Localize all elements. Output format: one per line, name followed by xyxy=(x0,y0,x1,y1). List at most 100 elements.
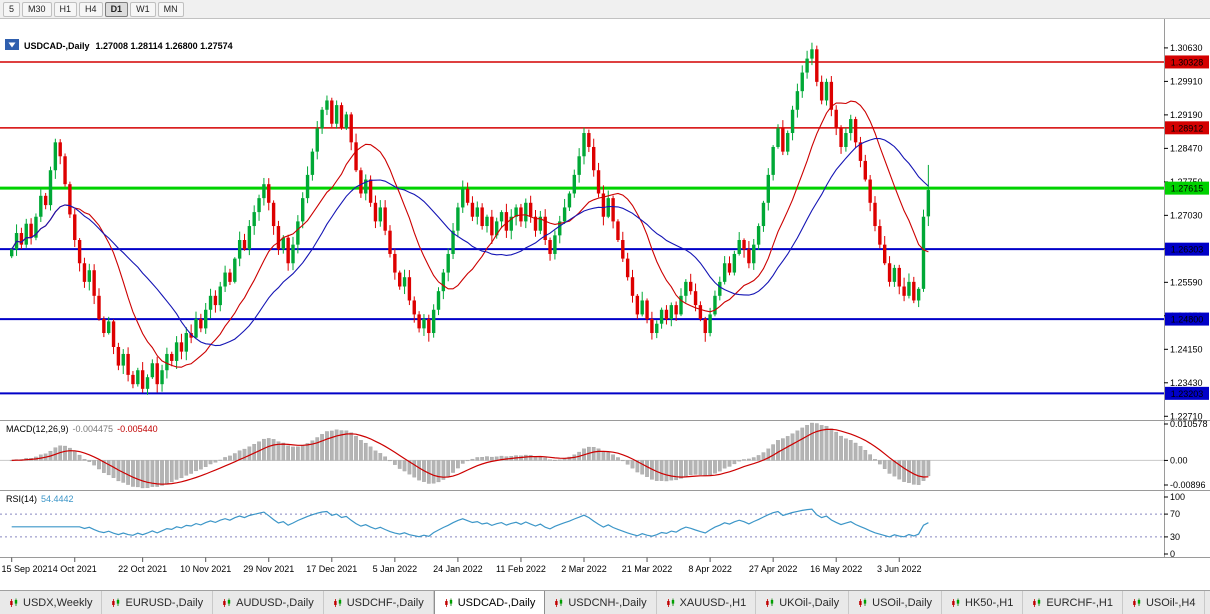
timeframe-button-mn[interactable]: MN xyxy=(157,1,184,17)
symbol-tab-usoil[interactable]: USOil-,Daily xyxy=(849,591,943,614)
timeframe-button-h4[interactable]: H4 xyxy=(79,1,103,17)
candle xyxy=(218,281,222,312)
candle xyxy=(267,178,271,211)
date-label: 22 Oct 2021 xyxy=(118,564,167,574)
symbol-tab-label: USDCNH-,Daily xyxy=(568,596,647,609)
price-badge[interactable]: 1.24800 xyxy=(1165,312,1209,326)
candle xyxy=(160,364,164,392)
symbol-tab-usdchf[interactable]: USDCHF-,Daily xyxy=(324,591,434,614)
candle xyxy=(237,231,242,267)
candle xyxy=(621,231,625,263)
candle xyxy=(451,223,455,260)
price-badge[interactable]: 1.30328 xyxy=(1165,55,1209,69)
symbol-tab-usdcad[interactable]: USDCAD-,Daily xyxy=(433,591,546,614)
candle xyxy=(233,257,237,284)
chart-svg: USDCAD-,Daily 1.27008 1.28114 1.26800 1.2… xyxy=(0,19,1210,590)
candlestick-icon xyxy=(951,598,961,608)
candle xyxy=(68,181,72,218)
timeframe-button-d1[interactable]: D1 xyxy=(104,1,129,17)
symbol-tab-audusd[interactable]: AUDUSD-,Daily xyxy=(213,591,324,614)
candle xyxy=(892,264,897,287)
candles xyxy=(10,42,931,395)
candle xyxy=(174,336,179,369)
candle xyxy=(73,208,77,248)
symbol-tab-label: UKOil-,Daily xyxy=(779,596,840,609)
candle xyxy=(558,215,562,244)
price-tick-label: 1.23430 xyxy=(1170,378,1203,388)
level-lines xyxy=(0,61,1164,395)
candle xyxy=(155,356,159,393)
candle xyxy=(339,102,344,130)
candlestick-icon xyxy=(554,598,564,608)
candle xyxy=(194,311,198,340)
candle xyxy=(271,200,276,235)
candle xyxy=(97,288,101,321)
date-label: 16 May 2022 xyxy=(810,564,862,574)
date-label: 2 Mar 2022 xyxy=(561,564,607,574)
symbol-tab-label: HK50-,H1 xyxy=(965,596,1014,609)
candle xyxy=(635,293,640,320)
symbol-tab-ukoil[interactable]: UKOil-,Daily xyxy=(756,591,850,614)
candle xyxy=(679,288,683,317)
candle xyxy=(553,230,557,260)
symbol-tab-usdx[interactable]: USDX,Weekly xyxy=(0,591,103,614)
candle xyxy=(601,185,606,226)
rsi-axis-label: 0 xyxy=(1170,549,1175,559)
candle xyxy=(698,301,703,322)
candle xyxy=(465,182,470,206)
price-badge-label: 1.28912 xyxy=(1171,123,1204,133)
candle xyxy=(388,225,392,258)
candle xyxy=(53,138,58,179)
candle xyxy=(669,302,673,327)
candle xyxy=(606,190,610,219)
rsi-axis-label: 30 xyxy=(1170,532,1180,542)
candle xyxy=(179,333,184,360)
symbol-tab-label: USOil-,H4 xyxy=(1145,596,1196,609)
candlestick-icon xyxy=(1132,598,1142,608)
symbol-tab-hk50[interactable]: HK50-,H1 xyxy=(942,591,1024,614)
candle xyxy=(199,313,203,333)
date-label: 11 Feb 2022 xyxy=(496,564,546,574)
timeframe-button-w1[interactable]: W1 xyxy=(130,1,156,17)
rsi-label: RSI(14) 54.4442 xyxy=(6,494,74,504)
candle xyxy=(878,219,882,249)
candle xyxy=(480,203,484,230)
timeframe-button-h1[interactable]: H1 xyxy=(53,1,78,17)
candle xyxy=(136,367,140,387)
candle xyxy=(436,287,441,316)
candle xyxy=(708,307,712,337)
price-tick-label: 1.30630 xyxy=(1170,43,1203,53)
candle xyxy=(456,202,460,238)
candle xyxy=(373,195,378,229)
price-badge[interactable]: 1.28912 xyxy=(1165,121,1209,135)
candlestick-icon xyxy=(666,598,676,608)
candle xyxy=(116,342,121,371)
candle xyxy=(781,120,785,156)
price-badge[interactable]: 1.23203 xyxy=(1165,386,1209,400)
candlestick-icon xyxy=(222,598,232,608)
symbol-tab-usdcnh[interactable]: USDCNH-,Daily xyxy=(545,591,657,614)
candle xyxy=(417,311,421,333)
symbol-tab-eurchf[interactable]: EURCHF-,H1 xyxy=(1023,591,1123,614)
candle xyxy=(485,214,489,233)
price-badge[interactable]: 1.26303 xyxy=(1165,242,1209,256)
candle xyxy=(868,175,872,212)
timeframe-button-5[interactable]: 5 xyxy=(3,1,21,17)
candle xyxy=(524,198,528,229)
symbol-tab-usoil[interactable]: USOil-,H4 xyxy=(1123,591,1206,614)
candle xyxy=(402,269,407,295)
timeframe-button-m30[interactable]: M30 xyxy=(22,1,52,17)
candle xyxy=(640,291,644,317)
price-badge[interactable]: 1.27615 xyxy=(1165,181,1209,195)
symbol-tab-xauusd[interactable]: XAUUSD-,H1 xyxy=(657,591,757,614)
rsi-line xyxy=(11,508,929,538)
candle xyxy=(776,124,780,149)
candle xyxy=(684,279,688,303)
candle xyxy=(126,347,130,382)
candle xyxy=(873,196,877,232)
candle xyxy=(87,263,91,291)
candle xyxy=(344,111,349,130)
candle xyxy=(533,209,538,237)
symbol-tab-eurusd[interactable]: EURUSD-,Daily xyxy=(102,591,214,614)
candle xyxy=(592,138,596,177)
